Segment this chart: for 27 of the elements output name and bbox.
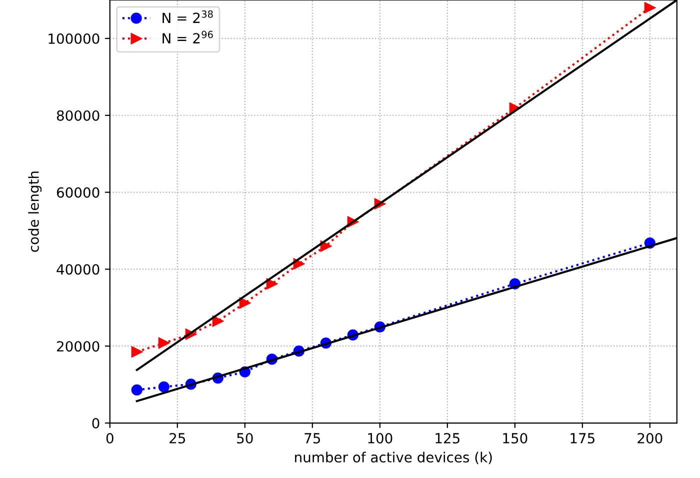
y-tick-label: 20000 [57,341,100,352]
y-tick-label: 80000 [56,110,100,121]
y-axis-title: code length [28,172,42,252]
x-tick-label: 150 [503,432,528,444]
x-tick-label: 50 [237,432,253,444]
x-tick-label: 175 [570,433,594,444]
x-axis-title: number of active devices (k) [295,452,492,464]
y-tick-label: 40000 [56,264,100,275]
y-tick-label: 0 [92,418,100,429]
x-tick-label: 200 [638,432,662,444]
point [158,337,170,349]
point [239,297,250,309]
point [131,346,142,358]
point [131,384,142,396]
point [644,2,656,14]
x-tick-label: 100 [368,432,392,444]
point [212,316,224,327]
point [266,278,278,290]
legend-label: N = 2$^{96}$ [162,30,213,44]
legend-label: N = 2$^{38}$ [162,10,213,23]
y-tick-label: 100000 [48,33,100,44]
y-tick-label: 60000 [56,187,100,198]
x-tick-label: 125 [436,432,460,444]
x-tick-label: 75 [304,433,320,444]
x-tick-label: 25 [170,432,186,444]
x-tick-label: 0 [106,432,114,444]
point [158,381,170,392]
